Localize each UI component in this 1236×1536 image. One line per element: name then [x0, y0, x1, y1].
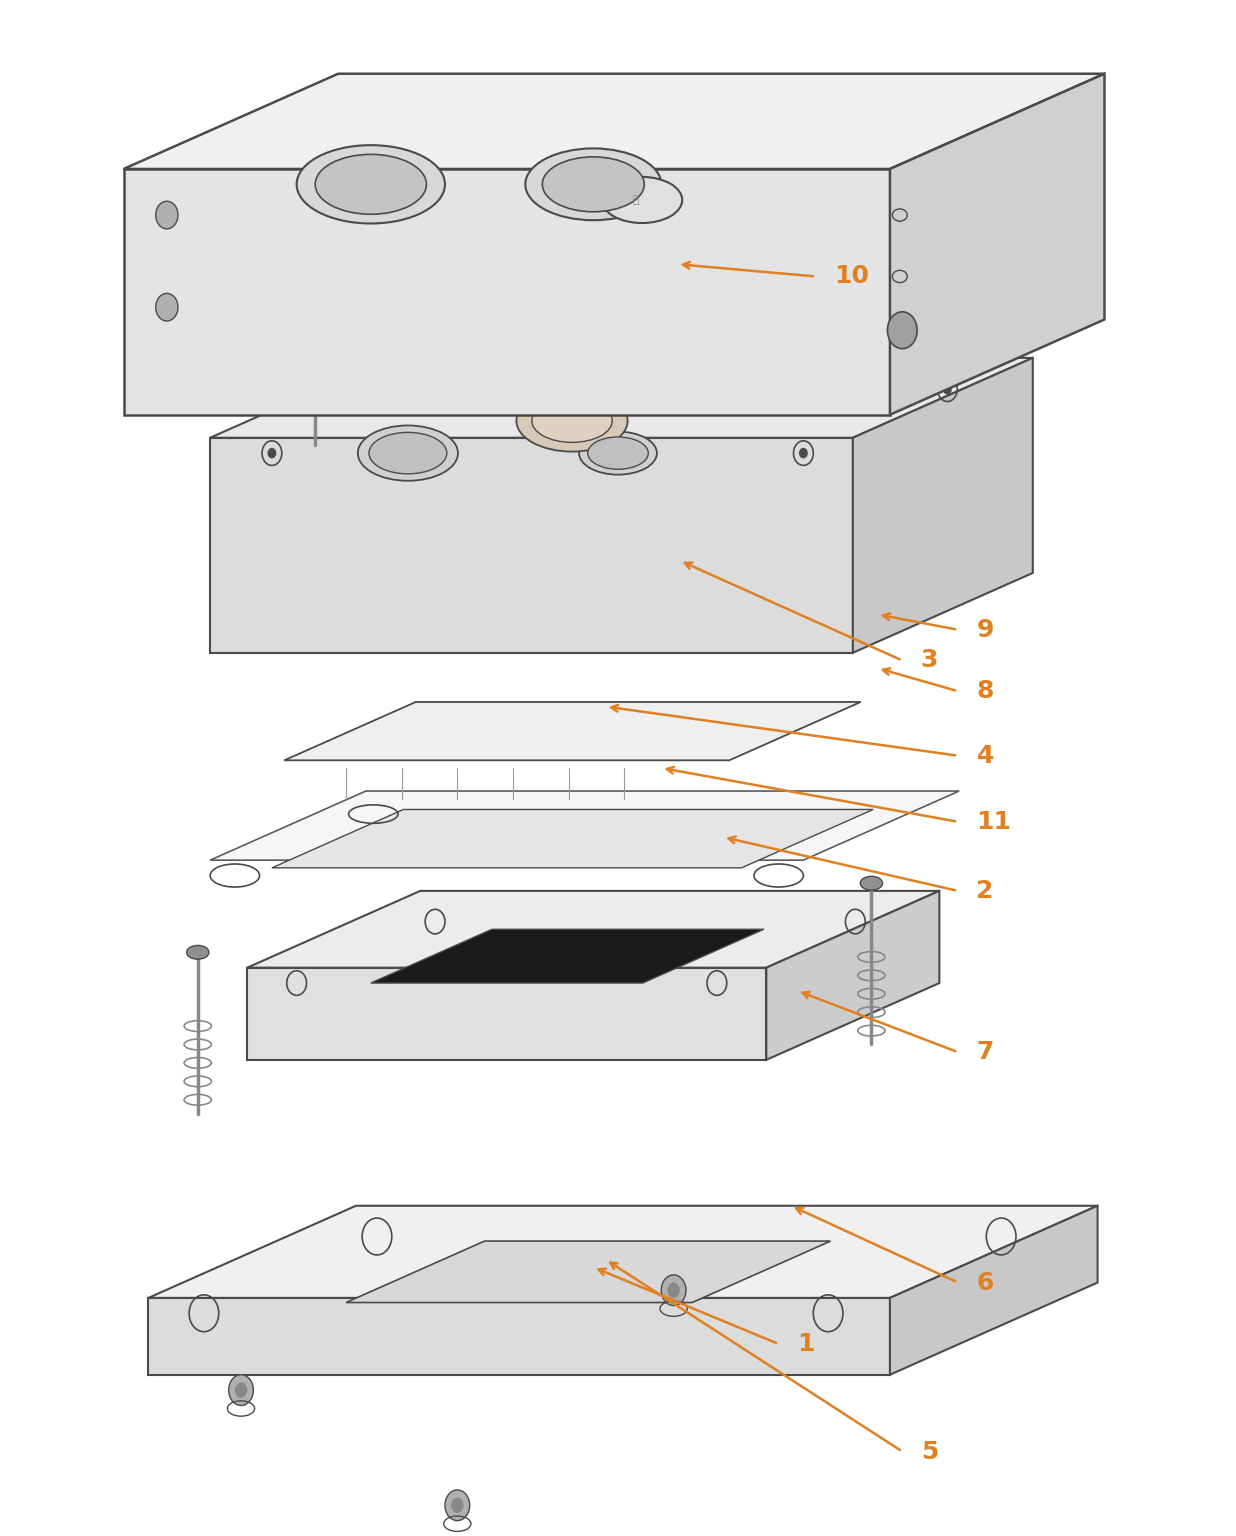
Polygon shape [371, 929, 764, 983]
Text: 8: 8 [976, 679, 994, 703]
Polygon shape [148, 1206, 1098, 1298]
Text: 2: 2 [976, 879, 994, 903]
Polygon shape [272, 809, 873, 868]
Ellipse shape [892, 270, 907, 283]
Circle shape [800, 449, 807, 458]
Ellipse shape [358, 425, 457, 481]
Text: 🔧: 🔧 [633, 195, 639, 204]
Polygon shape [210, 358, 1033, 438]
Text: 6: 6 [976, 1270, 994, 1295]
Circle shape [412, 384, 419, 393]
Polygon shape [766, 891, 939, 1060]
Polygon shape [346, 1241, 831, 1303]
Circle shape [667, 1283, 680, 1298]
Ellipse shape [531, 399, 612, 442]
Ellipse shape [587, 436, 648, 468]
Ellipse shape [602, 177, 682, 223]
Ellipse shape [368, 432, 446, 473]
Ellipse shape [315, 155, 426, 214]
Circle shape [156, 293, 178, 321]
Circle shape [943, 384, 950, 393]
Polygon shape [890, 1206, 1098, 1375]
Circle shape [887, 312, 917, 349]
Ellipse shape [431, 276, 451, 289]
Polygon shape [247, 968, 766, 1060]
Text: 4: 4 [976, 743, 994, 768]
Circle shape [235, 1382, 247, 1398]
Ellipse shape [543, 157, 644, 212]
Polygon shape [148, 1298, 890, 1375]
Circle shape [268, 449, 276, 458]
Ellipse shape [892, 209, 907, 221]
Ellipse shape [187, 945, 209, 958]
Ellipse shape [658, 293, 677, 306]
Circle shape [661, 1275, 686, 1306]
Ellipse shape [517, 390, 628, 452]
Text: 3: 3 [921, 648, 938, 673]
Text: 9: 9 [976, 617, 994, 642]
Text: 1: 1 [797, 1332, 815, 1356]
Text: 10: 10 [834, 264, 869, 289]
Ellipse shape [305, 332, 325, 344]
Text: 5: 5 [921, 1439, 938, 1464]
Ellipse shape [386, 293, 405, 306]
Ellipse shape [525, 149, 661, 220]
Circle shape [156, 201, 178, 229]
Polygon shape [890, 74, 1105, 415]
Polygon shape [853, 358, 1033, 653]
Ellipse shape [578, 432, 656, 475]
Polygon shape [284, 702, 860, 760]
Ellipse shape [512, 238, 531, 250]
Circle shape [445, 1490, 470, 1521]
Ellipse shape [892, 332, 907, 344]
Polygon shape [210, 438, 853, 653]
Polygon shape [247, 891, 939, 968]
Circle shape [451, 1498, 464, 1513]
Ellipse shape [297, 146, 445, 223]
Polygon shape [124, 74, 1105, 169]
Polygon shape [210, 791, 959, 860]
Text: 7: 7 [976, 1040, 994, 1064]
Polygon shape [124, 169, 890, 415]
Text: 11: 11 [976, 809, 1011, 834]
Ellipse shape [860, 876, 883, 891]
Circle shape [229, 1375, 253, 1405]
